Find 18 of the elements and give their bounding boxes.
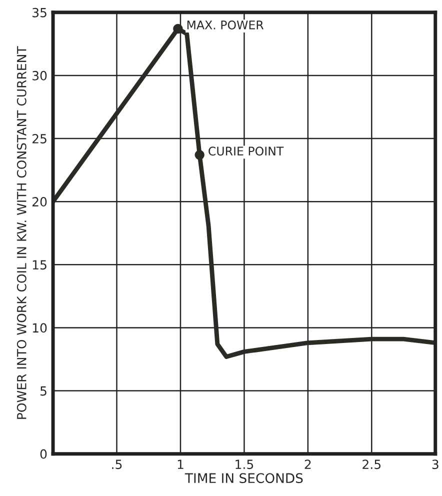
x-tick-label: 2.5 xyxy=(362,460,380,470)
y-tick-label: 10 xyxy=(32,323,47,333)
y-tick-label: 35 xyxy=(32,8,46,18)
annotation: MAX. POWER xyxy=(187,20,264,30)
y-tick-label: 20 xyxy=(32,197,47,207)
x-tick-label: .5 xyxy=(112,460,122,470)
y-tick-label: 15 xyxy=(32,260,46,270)
x-tick-label: 3 xyxy=(432,460,438,470)
x-axis-title: TIME IN SECONDS xyxy=(184,473,303,484)
y-tick-label: 5 xyxy=(40,386,46,396)
y-tick-label: 30 xyxy=(32,70,47,80)
y-axis-title: POWER INTO WORK COIL IN KW. WITH CONSTANT CURRENT xyxy=(16,46,26,419)
x-tick-label: 2 xyxy=(304,460,311,469)
annotation: CURIE POINT xyxy=(208,146,284,156)
x-tick-label: 1 xyxy=(178,460,184,469)
x-tick-label: 1.5 xyxy=(236,460,254,470)
y-tick-label: 25 xyxy=(32,134,46,144)
y-tick-label: 0 xyxy=(40,449,47,459)
